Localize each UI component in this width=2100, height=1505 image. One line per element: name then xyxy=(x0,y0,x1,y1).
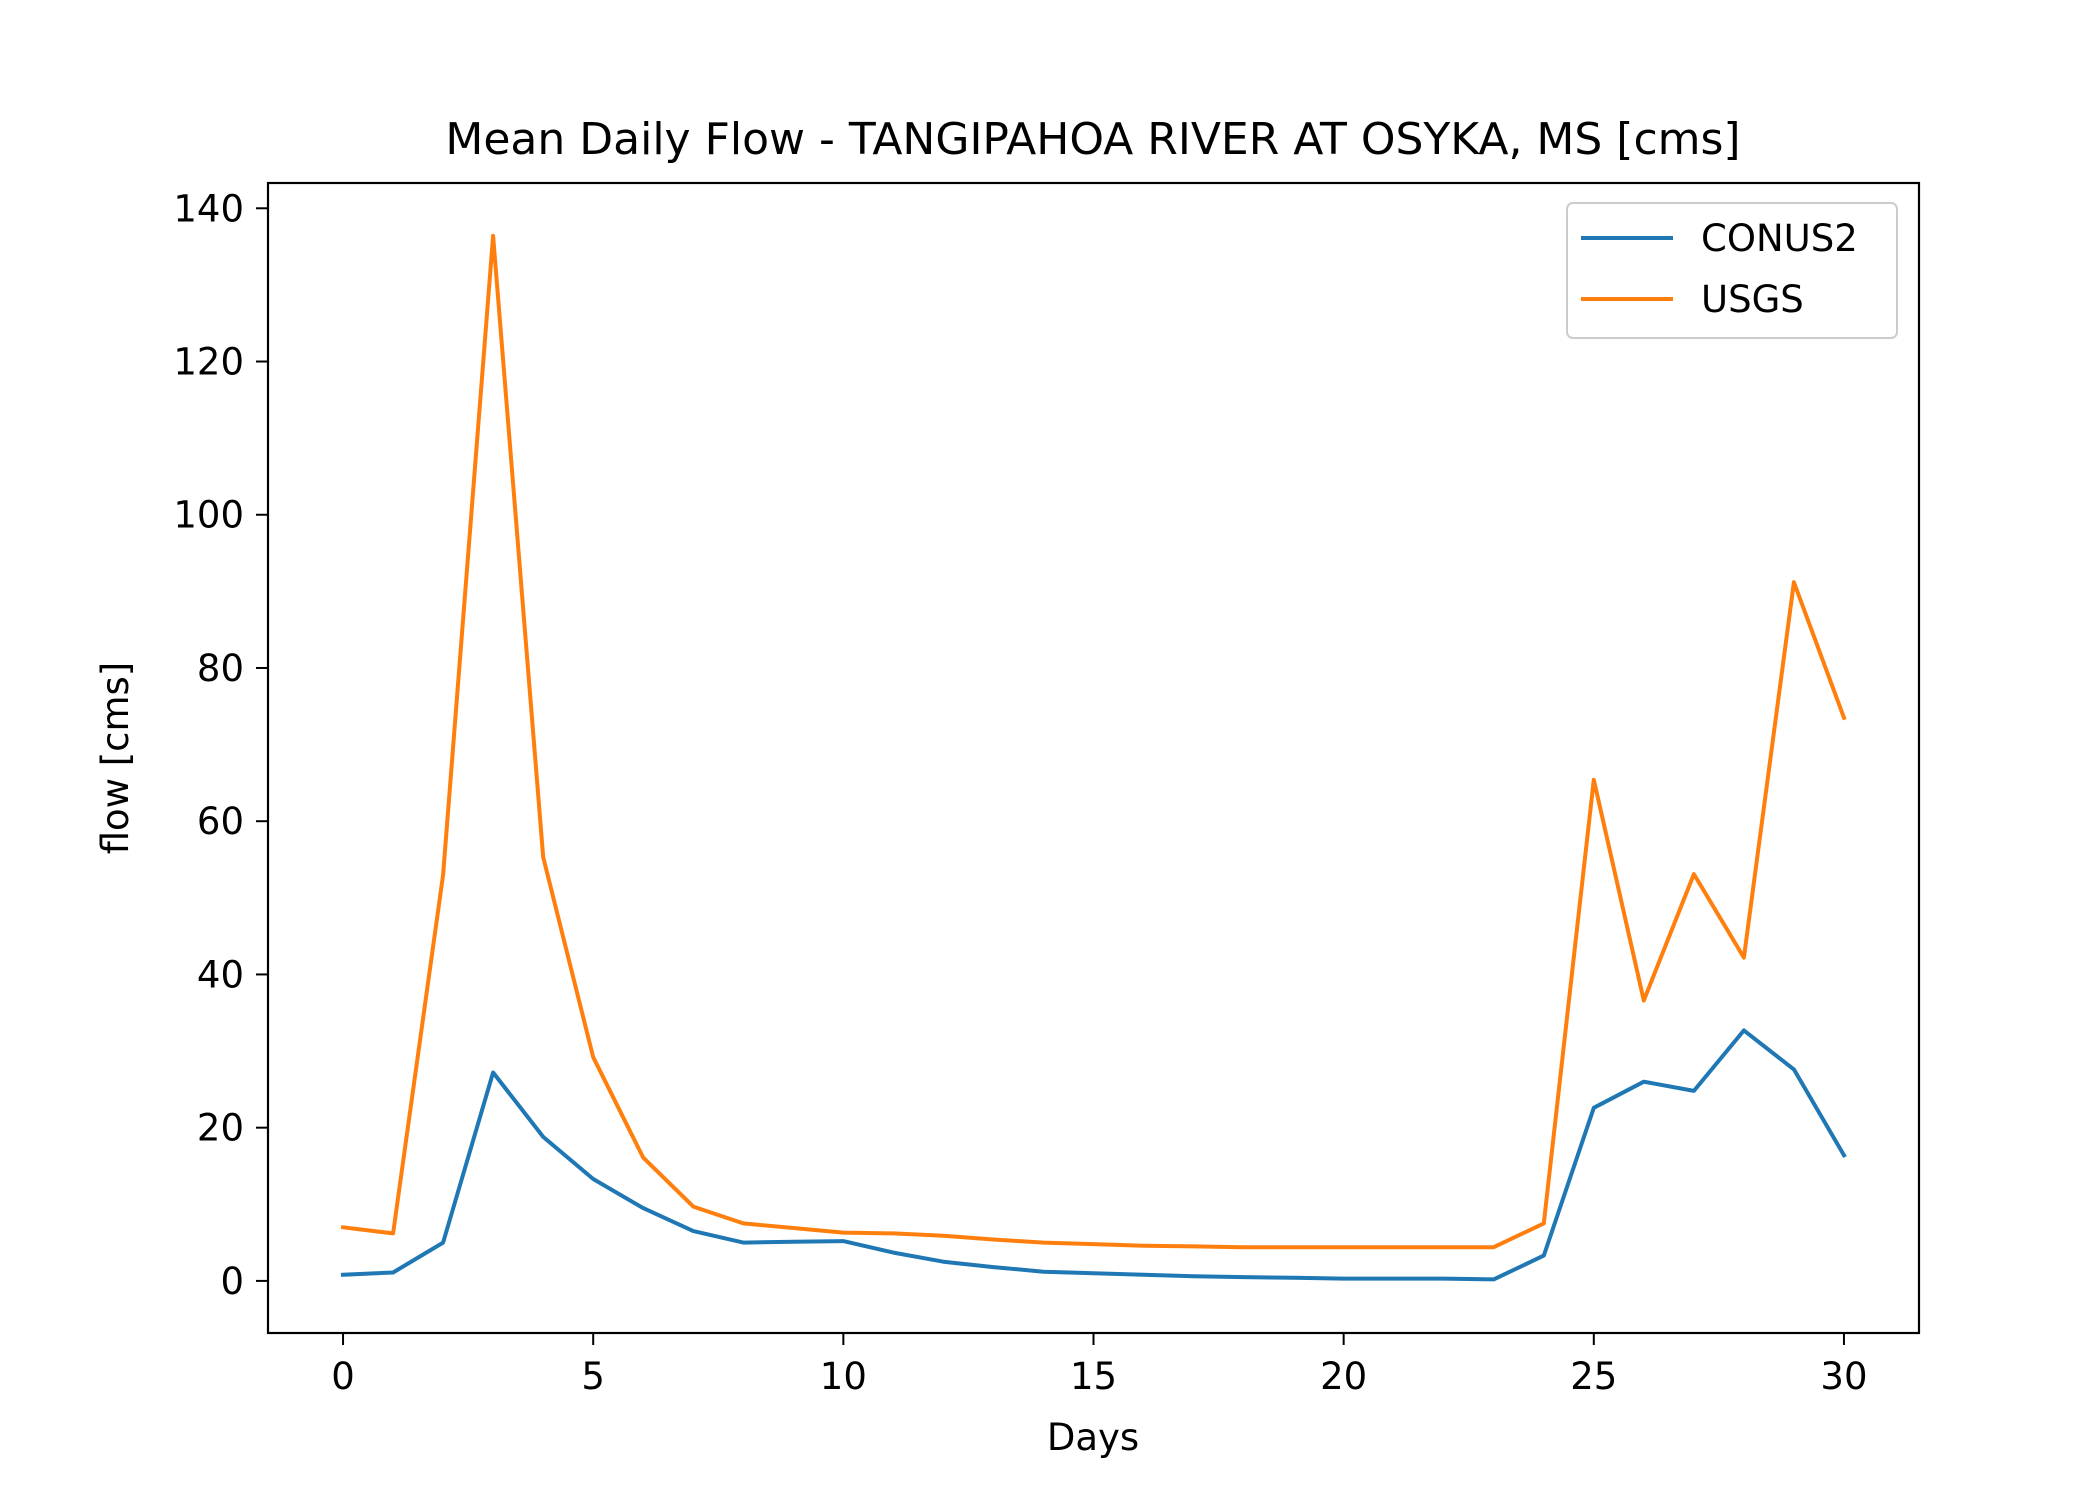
y-tick-label: 100 xyxy=(173,494,244,537)
y-axis-label: flow [cms] xyxy=(94,662,137,855)
y-tick-label: 120 xyxy=(173,341,244,384)
x-axis-ticks: 0 5 10 15 20 25 30 xyxy=(331,1333,1868,1398)
legend-label-usgs: USGS xyxy=(1701,278,1804,321)
chart-title: Mean Daily Flow - TANGIPAHOA RIVER AT OS… xyxy=(445,114,1740,165)
x-tick-label: 5 xyxy=(581,1355,605,1398)
x-tick-label: 10 xyxy=(820,1355,867,1398)
y-tick-label: 80 xyxy=(197,647,244,690)
x-axis-label: Days xyxy=(1047,1416,1139,1459)
y-tick-label: 20 xyxy=(197,1107,244,1150)
x-tick-label: 25 xyxy=(1570,1355,1617,1398)
series-layer xyxy=(340,233,1847,1282)
x-tick-label: 20 xyxy=(1320,1355,1367,1398)
series-line-usgs xyxy=(340,233,1847,1250)
legend-label-conus2: CONUS2 xyxy=(1701,217,1858,260)
x-tick-label: 15 xyxy=(1070,1355,1117,1398)
x-tick-label: 30 xyxy=(1820,1355,1867,1398)
y-axis-ticks: 0 20 40 60 80 100 120 140 xyxy=(173,187,268,1303)
y-tick-label: 0 xyxy=(220,1260,244,1303)
plot-frame xyxy=(266,181,1921,1335)
y-tick-label: 60 xyxy=(197,800,244,843)
y-tick-label: 40 xyxy=(197,953,244,996)
y-tick-label: 140 xyxy=(173,187,244,230)
legend: CONUS2 USGS xyxy=(1566,202,1898,339)
series-line-conus2 xyxy=(340,1028,1847,1282)
x-tick-label: 0 xyxy=(331,1355,355,1398)
